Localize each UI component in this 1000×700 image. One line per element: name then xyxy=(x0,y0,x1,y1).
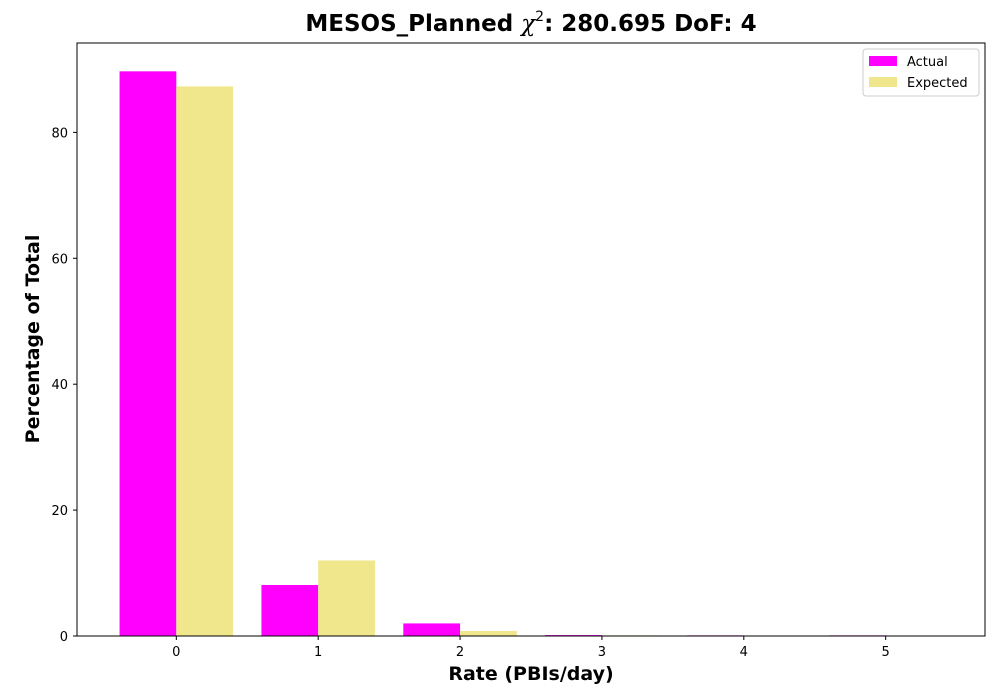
x-tick-label: 3 xyxy=(598,645,606,660)
legend-label-actual: Actual xyxy=(907,55,948,70)
chart-title: MESOS_Planned χ2: 280.695 DoF: 4 xyxy=(305,9,756,37)
bar-actual-1 xyxy=(261,585,319,636)
bar-actual-2 xyxy=(403,623,461,636)
legend: Actual Expected xyxy=(862,48,980,97)
bar-expected-2 xyxy=(460,630,517,636)
y-axis-label: Percentage of Total xyxy=(22,235,44,444)
x-tick-label: 2 xyxy=(456,645,464,660)
x-tick-label: 5 xyxy=(882,645,890,660)
axes-frame xyxy=(76,42,986,637)
bar-actual-0 xyxy=(119,71,177,636)
x-axis-label: Rate (PBIs/day) xyxy=(448,663,613,685)
legend-swatch-expected xyxy=(869,77,897,87)
x-tick-label: 4 xyxy=(740,645,748,660)
y-tick-label: 40 xyxy=(51,378,68,393)
y-tick-label: 20 xyxy=(51,504,68,519)
x-tick-label: 1 xyxy=(314,645,322,660)
plot-area: 0 1 2 3 4 5 0 20 40 60 80 xyxy=(51,42,986,660)
bar-expected-0 xyxy=(176,86,234,636)
legend-label-expected: Expected xyxy=(907,76,968,91)
y-tick-label: 80 xyxy=(51,126,68,141)
y-tick-label: 60 xyxy=(51,252,68,267)
y-tick-label: 0 xyxy=(60,630,68,645)
legend-swatch-actual xyxy=(869,56,897,66)
x-tick-label: 0 xyxy=(172,645,180,660)
bar-expected-1 xyxy=(318,560,375,636)
